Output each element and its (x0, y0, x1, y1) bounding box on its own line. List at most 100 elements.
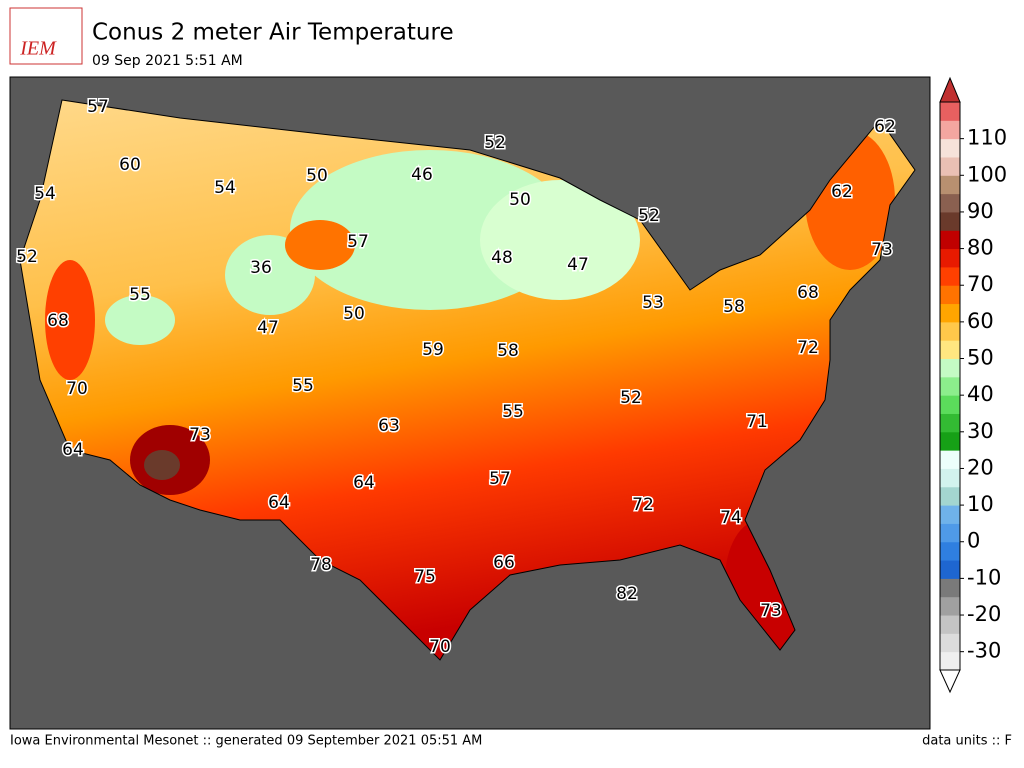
colorbar-bin (940, 156, 960, 176)
colorbar-bin (940, 102, 960, 121)
station-value: 57 (489, 469, 511, 489)
station-value: 62 (831, 182, 853, 202)
station-value: 52 (620, 388, 642, 408)
station-value: 68 (797, 283, 819, 303)
station-value: 59 (422, 340, 444, 360)
colorbar-tick-label: 60 (967, 309, 994, 333)
station-value: 50 (343, 304, 365, 324)
station-value: 47 (567, 255, 589, 275)
station-value: 50 (306, 166, 328, 186)
station-value: 36 (250, 258, 272, 278)
colorbar-bin (940, 321, 960, 341)
station-value: 73 (189, 425, 211, 445)
colorbar-tick-label: -20 (967, 602, 1001, 626)
station-value: 48 (491, 248, 513, 268)
colorbar-bin (940, 651, 960, 671)
colorbar-tick-label: -10 (967, 565, 1001, 589)
station-value: 64 (353, 473, 375, 493)
colorbar-bin (940, 468, 960, 488)
station-value: 68 (47, 311, 69, 331)
station-value: 74 (720, 508, 742, 528)
colorbar-bin (940, 486, 960, 506)
colorbar-tick-label: -30 (967, 639, 1001, 663)
station-value: 50 (509, 190, 531, 210)
station-value: 63 (378, 416, 400, 436)
station-value: 78 (310, 555, 332, 575)
station-value: 47 (257, 318, 279, 338)
colorbar-bin (940, 266, 960, 286)
logo-text: IEM (19, 38, 57, 60)
colorbar-bin (940, 560, 960, 579)
subtitle: 09 Sep 2021 5:51 AM (92, 53, 243, 69)
station-value: 71 (746, 412, 768, 432)
station-value: 70 (429, 637, 451, 657)
station-value: 52 (484, 133, 506, 153)
colorbar-bin (940, 413, 960, 433)
colorbar-bin (940, 615, 960, 634)
station-value: 64 (268, 493, 290, 513)
colorbar-tick-label: 20 (967, 455, 994, 479)
footer-left: Iowa Environmental Mesonet :: generated … (10, 734, 482, 749)
colorbar-tick-label: 90 (967, 199, 994, 223)
station-value: 66 (493, 553, 515, 573)
colorbar-bin (940, 120, 960, 140)
colorbar-tick-label: 80 (967, 236, 994, 260)
station-value: 73 (760, 601, 782, 621)
colorbar-min-arrow (939, 669, 961, 694)
colorbar-bin (940, 541, 960, 561)
station-value: 75 (414, 567, 436, 587)
colorbar-bin (940, 248, 960, 268)
colorbar-tick-label: 50 (967, 346, 994, 370)
logo: IEM (9, 7, 83, 65)
station-value: 54 (34, 184, 56, 204)
colorbar-tick-label: 40 (967, 382, 994, 406)
colorbar-tick-label: 10 (967, 492, 994, 516)
colorbar-bin (940, 303, 960, 323)
colorbar-bin (940, 633, 960, 653)
station-value: 55 (292, 376, 314, 396)
colorbar-max-arrow (939, 76, 961, 103)
title: Conus 2 meter Air Temperature (92, 20, 454, 46)
colorbar-bin (940, 395, 960, 414)
station-value: 55 (502, 402, 524, 422)
station-value: 46 (411, 165, 433, 185)
station-value: 60 (119, 155, 141, 175)
station-value: 57 (347, 232, 369, 252)
station-value: 64 (62, 440, 84, 460)
colorbar-bin (940, 175, 960, 195)
station-value: 70 (66, 379, 88, 399)
station-value: 73 (871, 240, 893, 260)
station-value: 82 (616, 584, 638, 604)
colorbar-bin (940, 138, 960, 158)
colorbar-bin (940, 230, 960, 250)
colorbar-bin (940, 285, 960, 305)
colorbar-bin (940, 358, 960, 378)
colorbar: -30 -20 -10 0 10 20 30 40 50 60 70 80 90 100 110 (939, 76, 1007, 694)
station-value: 54 (214, 178, 236, 198)
station-value: 72 (632, 495, 654, 515)
colorbar-tick-label: 30 (967, 419, 994, 443)
colorbar-bin (940, 376, 960, 396)
footer-right: data units :: F (922, 734, 1012, 749)
station-value: 58 (497, 341, 519, 361)
colorbar-bin (940, 523, 960, 543)
station-value: 53 (642, 293, 664, 313)
station-value: 72 (797, 338, 819, 358)
station-value: 55 (129, 285, 151, 305)
colorbar-bin (940, 505, 960, 524)
station-value: 52 (638, 206, 660, 226)
colorbar-bin (940, 596, 960, 616)
colorbar-bin (940, 578, 960, 598)
colorbar-bin (940, 340, 960, 360)
station-value: 52 (16, 247, 38, 267)
map (9, 76, 931, 730)
station-labels: 57 52 62 60 54 50 46 50 62 54 52 73 52 57 36 48 47 55 68 53… (15, 96, 898, 659)
station-value: 57 (87, 97, 109, 117)
colorbar-bin (940, 211, 960, 231)
colorbar-tick-label: 70 (967, 272, 994, 296)
colorbar-tick-label: 0 (967, 529, 980, 553)
station-value: 62 (874, 117, 896, 137)
colorbar-tick-label: 110 (967, 126, 1007, 150)
colorbar-bin (940, 193, 960, 213)
